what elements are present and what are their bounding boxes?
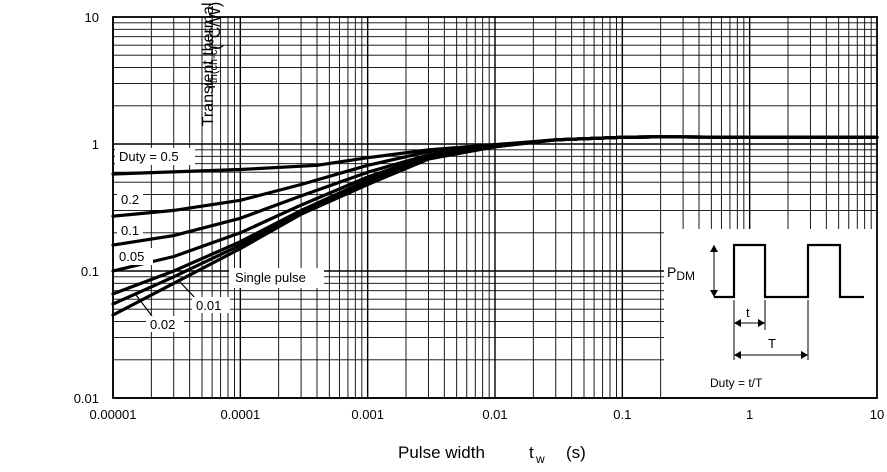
curve-labels: Duty = 0.5 0.2 0.1 0.05 Single pulse 0.0… bbox=[115, 148, 324, 332]
label-duty-0.05: 0.05 bbox=[119, 249, 144, 264]
x-tick-label: 0.1 bbox=[613, 407, 631, 422]
T-label: T bbox=[768, 336, 776, 351]
y-tick-label: 1 bbox=[92, 137, 99, 152]
x-tick-label: 0.001 bbox=[351, 407, 384, 422]
svg-text:(s): (s) bbox=[566, 443, 586, 462]
label-single-pulse: Single pulse bbox=[235, 270, 306, 285]
svg-text:w: w bbox=[535, 452, 545, 466]
t-label: t bbox=[746, 305, 750, 320]
label-duty-0.01: 0.01 bbox=[196, 298, 221, 313]
x-tick-label: 10 bbox=[870, 407, 884, 422]
y-axis-label: Transient thermal impedance rth(ch-c) (°… bbox=[200, 0, 224, 126]
series-line-6 bbox=[111, 135, 879, 317]
svg-text:(°C/W): (°C/W) bbox=[207, 2, 224, 50]
curves bbox=[111, 135, 879, 317]
plot-frame bbox=[112, 16, 878, 399]
label-duty-0.1: 0.1 bbox=[121, 223, 139, 238]
x-tick-label: 1 bbox=[746, 407, 753, 422]
y-tick-label: 10 bbox=[85, 10, 99, 25]
label-duty-0.5: Duty = 0.5 bbox=[119, 149, 179, 164]
tick-labels: 0.00001 0.0001 0.001 0.01 0.1 1 10 0.01 0.1 1 10 bbox=[74, 10, 885, 422]
leader-0.02 bbox=[135, 294, 153, 317]
x-tick-label: 0.0001 bbox=[220, 407, 260, 422]
pulse-waveform bbox=[714, 243, 864, 299]
y-tick-label: 0.1 bbox=[81, 264, 99, 279]
duty-formula: Duty = t/T bbox=[710, 376, 763, 390]
label-duty-0.2: 0.2 bbox=[121, 192, 139, 207]
svg-text:rth(ch-c): rth(ch-c) bbox=[202, 46, 220, 89]
label-duty-0.02: 0.02 bbox=[150, 317, 175, 332]
svg-text:t: t bbox=[529, 443, 534, 462]
duty-cycle-inset: PDM t T Duty = t/T bbox=[664, 229, 876, 397]
pdm-label: PDM bbox=[667, 264, 695, 283]
x-tick-label: 0.00001 bbox=[90, 407, 137, 422]
x-tick-label: 0.01 bbox=[482, 407, 507, 422]
x-axis-label: Pulse width t w (s) bbox=[398, 443, 586, 466]
y-tick-label: 0.01 bbox=[74, 391, 99, 406]
svg-text:Pulse width: Pulse width bbox=[398, 443, 485, 462]
svg-text:Transient thermal impedance: Transient thermal impedance bbox=[200, 0, 217, 126]
